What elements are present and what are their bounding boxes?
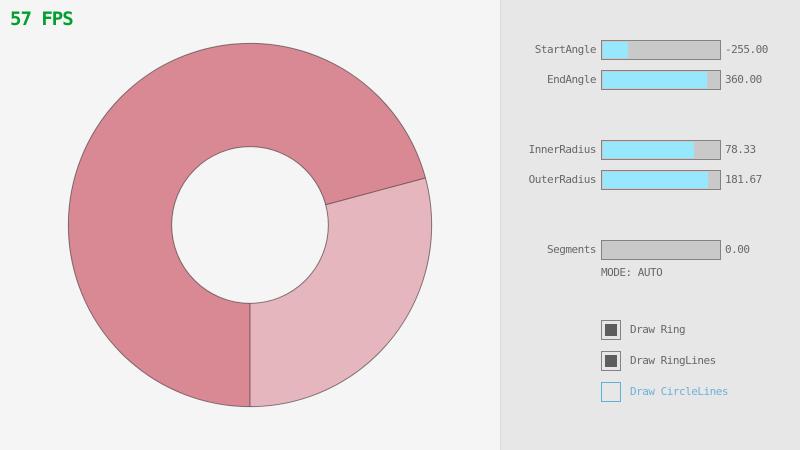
outerradius-slider[interactable]: [601, 170, 721, 190]
startangle-slider-fill: [603, 42, 629, 58]
draw-circlelines-checkbox[interactable]: [601, 382, 621, 402]
segments-value: 0.00: [725, 243, 750, 256]
endangle-value: 360.00: [725, 73, 762, 86]
ring-outline-outer: [67, 42, 433, 408]
innerradius-slider-fill: [603, 142, 694, 158]
checkmark-icon: [605, 324, 617, 336]
draw-circlelines-checkbox-row[interactable]: Draw CircleLines: [601, 382, 761, 402]
ring-fill-single: [250, 177, 432, 407]
draw-ring-label: Draw Ring: [630, 323, 686, 336]
innerradius-slider[interactable]: [601, 140, 721, 160]
startangle-label: StartAngle: [534, 43, 597, 56]
segments-slider[interactable]: [601, 240, 721, 260]
fps-counter: 57 FPS: [10, 8, 74, 30]
outerradius-value: 181.67: [725, 173, 762, 186]
startangle-value: -255.00: [725, 43, 768, 56]
draw-ring-checkbox[interactable]: [601, 320, 621, 340]
endangle-slider[interactable]: [601, 70, 721, 90]
outerradius-label: OuterRadius: [528, 173, 597, 186]
draw-ringlines-label: Draw RingLines: [630, 354, 716, 367]
startangle-slider[interactable]: [601, 40, 721, 60]
innerradius-value: 78.33: [725, 143, 756, 156]
innerradius-label: InnerRadius: [528, 143, 597, 156]
draw-circlelines-label: Draw CircleLines: [630, 385, 728, 398]
mode-indicator: MODE: AUTO: [601, 266, 663, 279]
controls-panel: StartAngle -255.00 EndAngle 360.00 Inner…: [500, 0, 800, 450]
ring-line-start: [325, 177, 426, 206]
draw-ringlines-checkbox[interactable]: [601, 351, 621, 371]
draw-ring-checkbox-row[interactable]: Draw Ring: [601, 320, 731, 340]
draw-ringlines-checkbox-row[interactable]: Draw RingLines: [601, 351, 751, 371]
segments-label: Segments: [547, 243, 596, 256]
ring-outline-inner: [171, 146, 329, 304]
ring-canvas: [67, 42, 433, 408]
endangle-slider-fill: [603, 72, 708, 88]
endangle-label: EndAngle: [547, 73, 596, 86]
outerradius-slider-fill: [603, 172, 709, 188]
checkmark-icon: [605, 355, 617, 367]
